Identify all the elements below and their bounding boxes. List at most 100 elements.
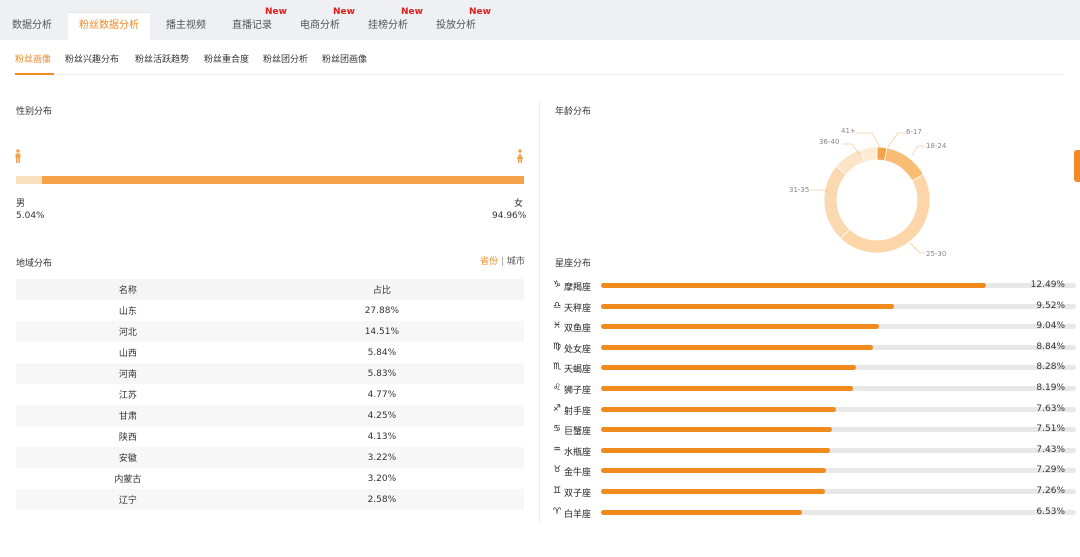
zodiac-value: 9.52% — [1036, 300, 1065, 311]
zodiac-bar-fill — [601, 283, 986, 288]
tab-ad-analysis[interactable]: 投放分析 New — [426, 7, 491, 40]
zodiac-name: 双子座 — [564, 489, 592, 499]
toggle-separator: | — [500, 257, 504, 267]
zodiac-title: 星座分布 — [555, 259, 592, 269]
subtab-fan-interest[interactable]: 粉丝兴趣分布 — [65, 55, 120, 65]
age-slice-41+[interactable] — [860, 146, 878, 163]
new-badge: New — [333, 7, 355, 17]
region-name-cell: 陕西 — [118, 433, 137, 443]
age-label-6-17: 6-17 — [906, 128, 922, 136]
zodiac-bar-track — [601, 468, 1076, 474]
female-person-icon — [516, 149, 524, 166]
zodiac-bar-fill — [601, 427, 833, 433]
new-badge: New — [265, 7, 287, 17]
zodiac-row: ♓ 双鱼座 9.04% — [553, 320, 1076, 334]
column-header-name: 名称 — [16, 279, 240, 300]
male-label: 男 — [16, 199, 26, 209]
zodiac-bar-fill — [601, 447, 830, 453]
subtab-fan-overlap[interactable]: 粉丝重合度 — [204, 55, 250, 65]
table-row: 辽宁 2.58% — [16, 489, 524, 510]
zodiac-value: 7.51% — [1036, 424, 1065, 435]
zodiac-bar-fill — [601, 406, 836, 412]
zodiac-row: ♈ 白羊座 6.53% — [553, 506, 1076, 520]
female-share-fill — [41, 176, 524, 184]
toggle-city[interactable]: 城市 — [506, 257, 525, 267]
zodiac-bar-fill — [601, 344, 874, 350]
zodiac-bar-track — [601, 324, 1076, 330]
toggle-province[interactable]: 省份 — [480, 257, 499, 267]
tab-fan-analysis[interactable]: 粉丝数据分析 — [68, 12, 150, 40]
zodiac-bar-fill — [601, 509, 802, 515]
zodiac-value: 7.43% — [1036, 444, 1065, 455]
zodiac-name: 摩羯座 — [564, 283, 592, 293]
tab-label: 数据分析 — [12, 20, 52, 31]
scrollbar-handle[interactable] — [1074, 150, 1080, 182]
zodiac-sign-icon: ♎ — [553, 300, 562, 311]
zodiac-bar-track — [601, 509, 1076, 515]
zodiac-value: 8.19% — [1036, 383, 1065, 393]
zodiac-bar-track — [601, 283, 1076, 288]
new-badge: New — [401, 7, 423, 17]
zodiac-sign-icon: ♈ — [553, 506, 562, 517]
zodiac-row: ♊ 双子座 7.26% — [553, 485, 1076, 499]
zodiac-bar-track — [601, 344, 1076, 350]
tab-label: 播主视频 — [166, 20, 206, 31]
table-row: 山东 27.88% — [16, 300, 524, 321]
subtab-fan-club[interactable]: 粉丝团分析 — [263, 55, 309, 65]
age-label-41plus: 41+ — [841, 127, 856, 135]
region-name-cell: 甘肃 — [16, 405, 240, 426]
zodiac-row: ♎ 天秤座 9.52% — [553, 300, 1076, 314]
age-label-18-24: 18-24 — [926, 142, 947, 150]
zodiac-value: 8.28% — [1036, 362, 1065, 373]
zodiac-name: 处女座 — [564, 344, 592, 355]
region-share-cell: 4.25% — [239, 405, 524, 426]
zodiac-value: 6.53% — [1036, 506, 1065, 517]
zodiac-row: ♋ 巨蟹座 7.51% — [553, 423, 1076, 438]
zodiac-bar-track — [601, 489, 1076, 494]
region-share-cell: 14.51% — [239, 321, 524, 342]
zodiac-name: 射手座 — [564, 406, 592, 417]
zodiac-sign-icon: ♐ — [553, 403, 562, 414]
age-label-leader-lines — [810, 132, 926, 254]
zodiac-name: 天蝎座 — [564, 365, 592, 376]
subtab-fan-activity[interactable]: 粉丝活跃趋势 — [135, 55, 190, 65]
zodiac-name: 天秤座 — [564, 303, 592, 314]
region-share-cell: 3.22% — [239, 447, 524, 468]
region-name-cell: 内蒙古 — [114, 475, 142, 485]
zodiac-sign-icon: ♑ — [553, 280, 562, 290]
zodiac-row: ♒ 水瓶座 7.43% — [553, 444, 1076, 458]
female-label: 女 — [514, 199, 524, 209]
age-donut-chart — [823, 146, 931, 254]
male-value: 5.04% — [16, 211, 45, 221]
zodiac-sign-icon: ♉ — [553, 465, 562, 476]
region-share-cell: 4.13% — [367, 431, 397, 442]
zodiac-value: 9.04% — [1036, 321, 1065, 332]
tab-live-records[interactable]: 直播记录 New — [222, 7, 287, 40]
table-row: 山西 5.84% — [16, 342, 524, 363]
subtab-fan-profile[interactable]: 粉丝画像 — [15, 55, 52, 65]
zodiac-value: 7.63% — [1036, 403, 1065, 414]
zodiac-name: 巨蟹座 — [564, 427, 592, 438]
tab-label: 直播记录 — [232, 20, 272, 31]
region-name-cell: 河北 — [16, 321, 240, 342]
tab-creator-videos[interactable]: 播主视频 — [158, 14, 214, 40]
zodiac-sign-icon: ♊ — [553, 486, 562, 496]
region-name-cell: 安徽 — [16, 447, 240, 468]
tab-data-analysis[interactable]: 数据分析 — [4, 14, 60, 40]
zodiac-bar-fill — [601, 386, 854, 391]
tab-ranking[interactable]: 挂榜分析 New — [358, 7, 423, 40]
male-person-icon — [14, 149, 22, 166]
region-share-cell: 3.20% — [367, 473, 397, 484]
zodiac-row: ♉ 金牛座 7.29% — [553, 464, 1076, 478]
zodiac-sign-icon: ♌ — [553, 383, 562, 393]
region-share-cell: 5.84% — [367, 347, 397, 358]
subtab-fan-club-profile[interactable]: 粉丝团画像 — [322, 55, 368, 65]
zodiac-row: ♍ 处女座 8.84% — [553, 341, 1076, 355]
zodiac-bar-fill — [601, 303, 895, 309]
table-row: 安徽 3.22% — [16, 447, 524, 468]
region-share-cell: 5.83% — [239, 363, 524, 384]
tab-ecommerce[interactable]: 电商分析 New — [290, 7, 355, 40]
table-row: 河南 5.83% — [16, 363, 524, 384]
zodiac-bar-fill — [601, 489, 825, 494]
zodiac-value: 8.84% — [1036, 341, 1065, 352]
